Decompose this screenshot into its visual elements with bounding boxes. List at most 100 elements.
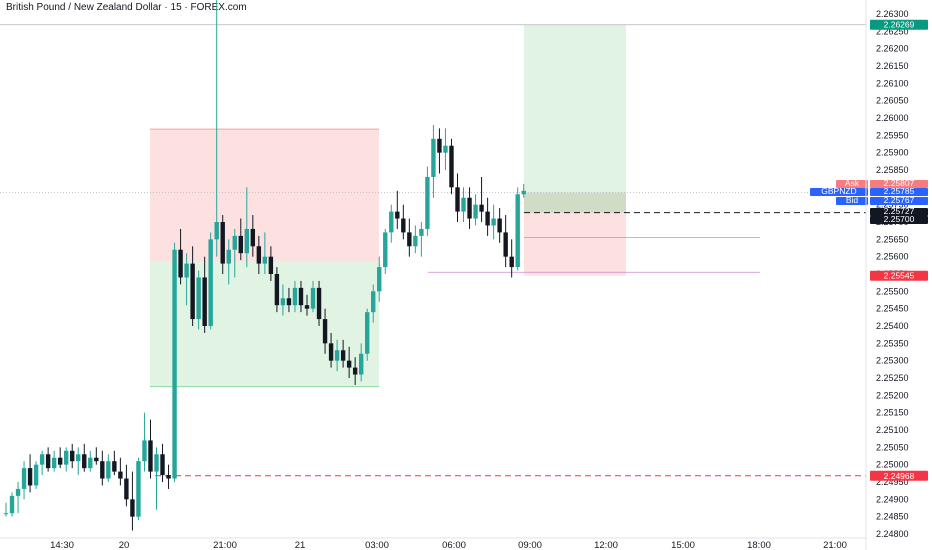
candle-body [238,235,243,254]
y-tick-label: 2.26300 [876,9,909,19]
candle-body [310,287,316,309]
candle-body [407,232,412,247]
last-price-badge: 2.25785 [884,186,915,196]
candle-body [431,138,436,177]
stop-price-badge: 2.25545 [884,271,915,281]
y-tick-label: 2.25450 [876,304,909,314]
x-tick-label: 12:00 [594,540,618,550]
candle-body [389,211,394,233]
x-tick-label: 21 [295,540,306,550]
y-tick-label: 2.26250 [876,26,909,36]
candle-body [280,298,286,306]
candle-body [202,277,207,326]
candle-body [21,468,27,489]
candle-body [94,457,99,462]
y-tick-label: 2.25100 [876,425,909,435]
candle-body [178,249,183,278]
candle-body [70,450,75,462]
chart-title: British Pound / New Zealand Dollar · 15 … [6,2,247,13]
candle-body [51,457,57,469]
y-tick-label: 2.25650 [876,234,909,244]
candle-body [118,471,123,479]
candle-body [172,249,177,479]
right-target-zone [524,24,626,193]
stop-price-badge-bg [870,270,928,281]
candle-body [377,267,382,292]
candle-body [112,461,117,472]
candle-body [419,228,424,236]
candle-body [82,454,87,469]
candle-body [130,499,135,517]
candle-body [365,312,370,354]
x-tick-label: 21:00 [213,540,237,550]
candle-body [268,256,274,274]
lower-red-price-badge-bg [870,470,928,481]
right-stop-zone [524,192,626,276]
left-target-zone [150,261,379,387]
candle-body [328,343,334,361]
candle-body [334,350,340,361]
candle-body [232,235,237,250]
candle-body [292,287,298,306]
candle-body [298,287,304,306]
x-tick-label: 09:00 [518,540,542,550]
y-tick-label: 2.24950 [876,477,909,487]
candle-body [166,475,171,479]
y-tick-label: 2.25150 [876,408,909,418]
candle-body [100,461,105,479]
candle-body [491,218,496,226]
candle-body [521,190,526,195]
candle-body [346,360,352,368]
candle-body [358,353,364,375]
candle-body [316,287,322,320]
y-tick-label: 2.26100 [876,78,909,88]
candle-body [214,222,219,240]
target-price-badge-bg [870,19,928,30]
dark-price-badge-2-bg [870,216,928,224]
candle-body [76,454,81,462]
x-tick-label: 14:30 [50,540,74,550]
x-tick-label: 03:00 [365,540,389,550]
candle-body [340,350,346,361]
candle-body [160,454,165,476]
candle-body [322,319,328,344]
candle-body [250,228,256,247]
lower-red-price-badge: 2.24968 [884,471,915,481]
candle-body [371,291,376,313]
y-tick-label: 2.24850 [876,512,909,522]
candle-body [401,218,406,233]
y-tick-label: 2.25350 [876,338,909,348]
candle-body [286,298,292,306]
candle-body [352,367,358,375]
x-tick-label: 06:00 [442,540,466,550]
candle-body [485,211,490,226]
time-axis-bg [0,538,932,550]
candle-body [220,222,225,264]
candle-body [9,495,15,514]
candle-body [461,197,466,212]
bid-price-badge: 2.25767 [884,195,915,205]
candle-body [383,232,388,268]
symbol-badge-bg [810,188,868,196]
candle-body [262,256,268,264]
candle-body [304,305,310,309]
y-tick-label: 2.25300 [876,356,909,366]
candle-body [154,454,159,472]
candle-body [148,440,153,472]
candle-body [443,145,448,153]
y-tick-label: 2.25000 [876,460,909,470]
candle-body [274,274,280,306]
y-tick-label: 2.25950 [876,130,909,140]
dark-price-badge-1-bg [870,208,928,216]
x-tick-label: 20 [119,540,130,550]
dark-price-badge-1: 2.25727 [884,206,915,216]
candle-body [503,232,508,257]
candle-body [196,277,201,320]
candle-body [449,145,454,188]
candle-body [142,440,147,462]
y-tick-label: 2.26200 [876,44,909,54]
candle-body [3,513,9,515]
candle-body [473,204,478,219]
candle-body [437,138,442,153]
